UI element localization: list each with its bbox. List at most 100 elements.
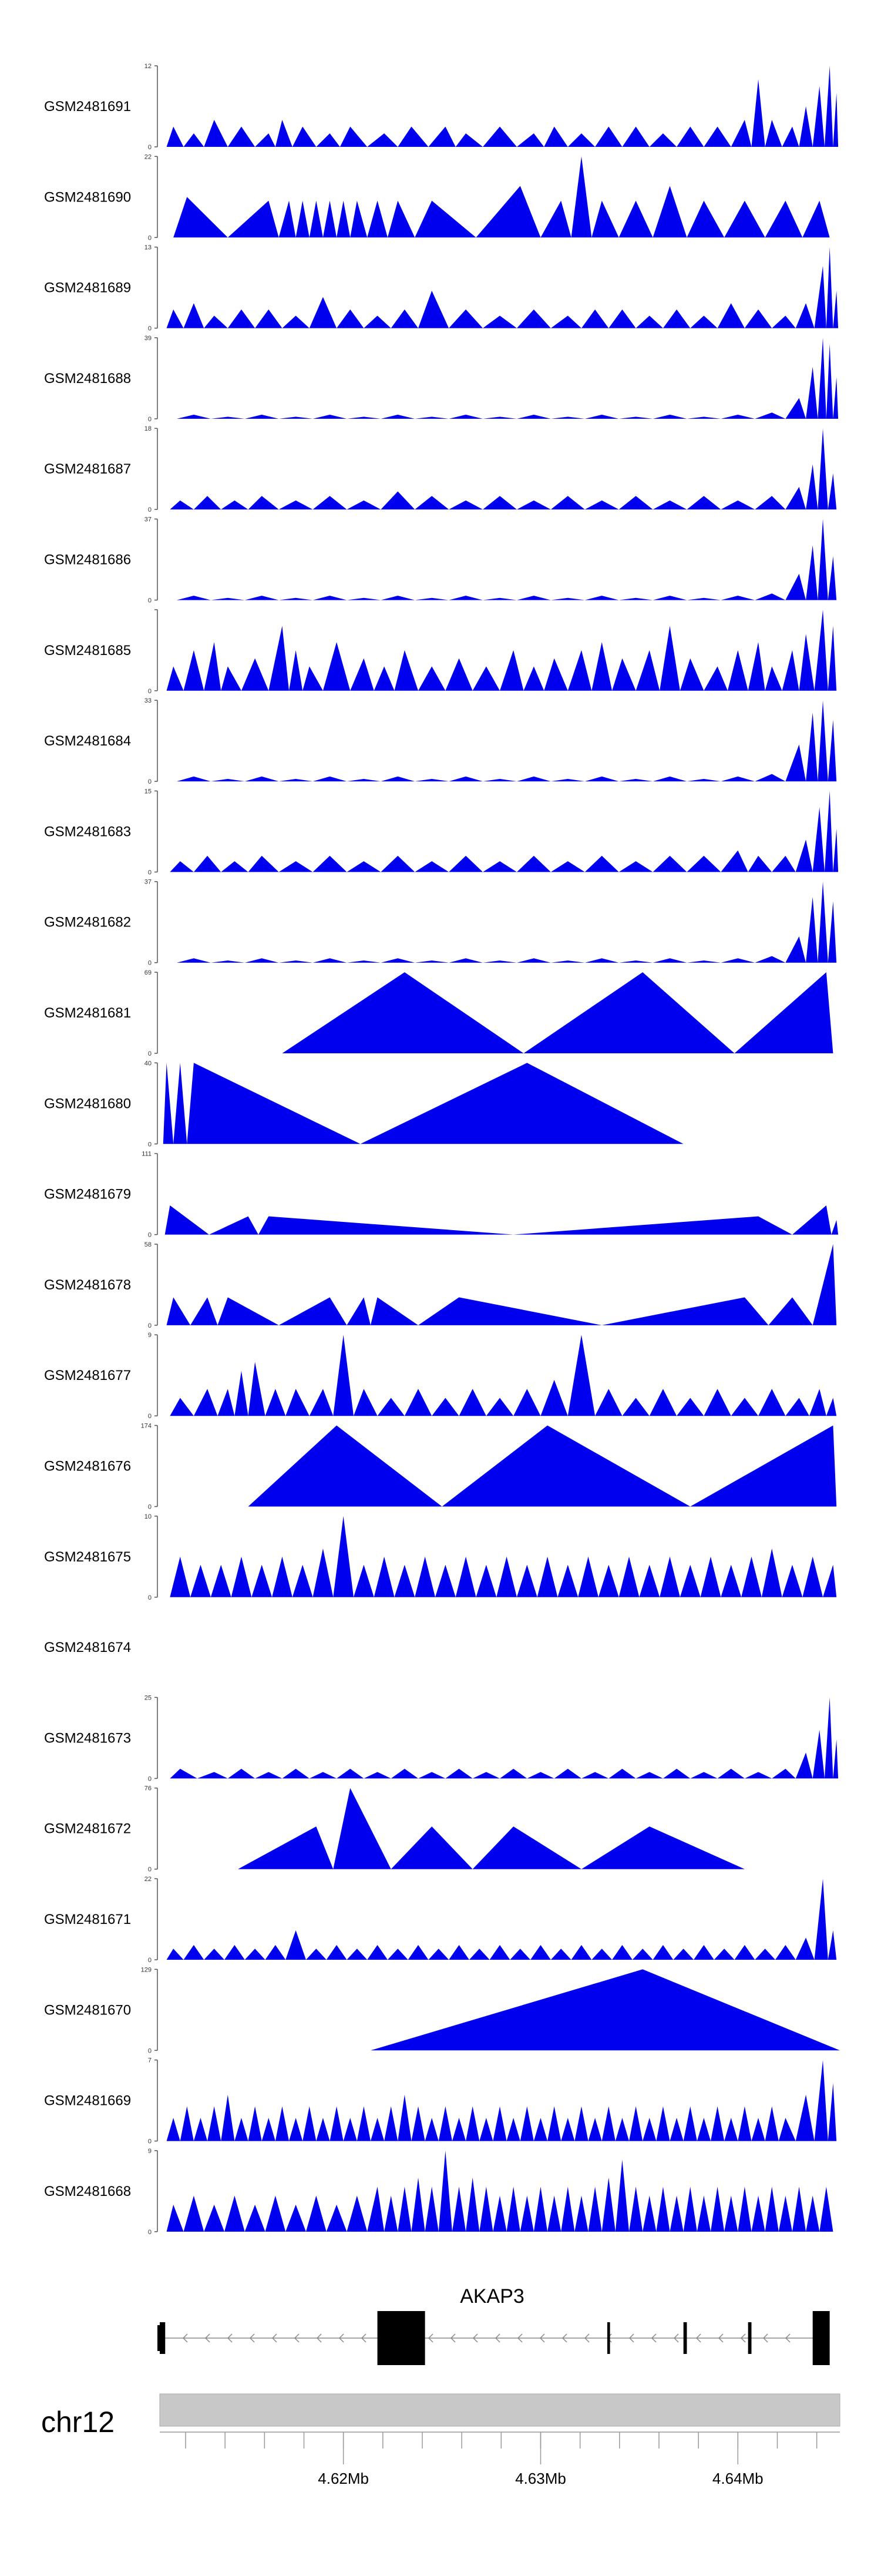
axis-tick-label: 4.63Mb <box>515 2470 566 2487</box>
coverage-peak <box>370 1969 840 2051</box>
coverage-peak <box>360 1063 684 1144</box>
coverage-peak <box>544 126 568 147</box>
coverage-peak <box>381 491 415 510</box>
track-gsm2481689: GSM2481689 13 0 <box>44 244 839 333</box>
coverage-peak <box>550 778 585 782</box>
y-max-label: 22 <box>144 1876 152 1883</box>
coverage-peak <box>415 200 476 238</box>
coverage-peak <box>567 1335 596 1416</box>
coverage-peak <box>227 126 255 147</box>
coverage-peak <box>656 2187 670 2232</box>
coverage-peak <box>795 1937 815 1960</box>
coverage-peak <box>248 496 279 510</box>
track-label: GSM2481679 <box>44 1187 131 1203</box>
coverage-peak <box>584 500 619 510</box>
coverage-peak <box>547 2106 561 2141</box>
track-label: GSM2481668 <box>44 2184 131 2199</box>
chromosome-band <box>159 2393 840 2427</box>
coverage-peak <box>833 93 839 147</box>
coverage-peak <box>289 650 303 691</box>
coverage-peak <box>452 2118 466 2141</box>
coverage-peak <box>550 861 585 872</box>
coverage-peak <box>381 855 415 872</box>
coverage-peak <box>653 855 687 872</box>
coverage-peak <box>673 1949 694 1960</box>
coverage-peak <box>818 337 826 419</box>
track-gsm2481688: GSM2481688 39 0 <box>44 335 839 423</box>
coverage-peak <box>384 2106 398 2141</box>
coverage-peak <box>305 2195 327 2232</box>
strand-arrow <box>740 2333 746 2343</box>
coverage-peak <box>347 861 381 872</box>
y-max-label: 111 <box>142 1151 152 1158</box>
track-gsm2481691: GSM2481691 12 0 <box>44 63 839 151</box>
strand-arrow <box>338 2333 344 2343</box>
coverage-peak <box>387 1949 408 1960</box>
coverage-peak <box>483 315 517 328</box>
coverage-peak <box>824 66 833 147</box>
coverage-peak <box>302 666 323 691</box>
coverage-peak <box>227 1768 255 1779</box>
coverage-peak <box>251 1564 273 1597</box>
coverage-peak <box>292 1564 313 1597</box>
track-gsm2481668: GSM2481668 9 0 <box>44 2148 833 2236</box>
y-min-label: 0 <box>148 1050 152 1057</box>
strand-arrow <box>695 2333 701 2343</box>
coverage-peak <box>700 1556 721 1597</box>
coverage-peak <box>571 156 592 238</box>
strand-arrow <box>249 2333 255 2343</box>
coverage-peak <box>833 1739 839 1779</box>
coverage-peak <box>802 1556 823 1597</box>
coverage-peak <box>649 1389 677 1416</box>
coverage-peak <box>234 1371 248 1416</box>
coverage-peak <box>210 417 245 419</box>
coverage-peak <box>322 200 337 238</box>
coverage-peak <box>683 2106 697 2141</box>
coverage-peak <box>170 861 194 872</box>
coverage-peak <box>166 126 184 147</box>
coverage-peak <box>398 126 429 147</box>
coverage-peak <box>758 1389 786 1416</box>
coverage-peak <box>826 1398 837 1416</box>
coverage-peak <box>653 596 687 600</box>
coverage-peak <box>197 1772 228 1779</box>
coverage-peak <box>415 597 449 600</box>
coverage-peak <box>831 1220 839 1235</box>
coverage-peak <box>442 1425 691 1507</box>
coverage-peak <box>278 200 296 238</box>
y-min-label: 0 <box>148 1141 152 1148</box>
coverage-peak <box>190 1297 218 1325</box>
track-gsm2481674: GSM2481674 <box>44 1640 131 1655</box>
coverage-peak <box>381 776 415 782</box>
strand-arrow <box>673 2333 679 2343</box>
coverage-peak <box>697 2118 711 2141</box>
y-min-label: 0 <box>148 778 152 785</box>
track-gsm2481682: GSM2481682 37 0 <box>44 879 837 967</box>
coverage-peak <box>618 417 653 419</box>
track-gsm2481678: GSM2481678 58 0 <box>44 1241 837 1329</box>
coverage-peak <box>207 2106 221 2141</box>
coverage-peak <box>381 958 415 963</box>
coverage-peak <box>449 1944 469 1960</box>
coverage-peak <box>727 650 748 691</box>
coverage-peak <box>391 309 419 328</box>
track-gsm2481672: GSM2481672 76 0 <box>44 1785 745 1873</box>
y-min-label: 0 <box>148 1504 152 1511</box>
coverage-peak <box>561 2118 575 2141</box>
track-label: GSM2481684 <box>44 733 131 749</box>
coverage-peak <box>540 200 571 238</box>
coverage-peak <box>550 496 585 510</box>
exon-block <box>377 2311 425 2365</box>
coverage-peak <box>653 186 687 238</box>
coverage-peak <box>731 1398 759 1416</box>
coverage-peak <box>483 778 517 782</box>
coverage-peak <box>812 1729 825 1779</box>
coverage-peak <box>670 2118 684 2141</box>
coverage-peak <box>828 626 837 691</box>
coverage-peak <box>782 126 799 147</box>
coverage-peak <box>690 315 718 328</box>
y-min-label: 0 <box>148 234 152 241</box>
coverage-peak <box>275 2106 290 2141</box>
axis-tick-label: 4.64Mb <box>712 2470 764 2487</box>
track-gsm2481671: GSM2481671 22 0 <box>44 1876 837 1964</box>
